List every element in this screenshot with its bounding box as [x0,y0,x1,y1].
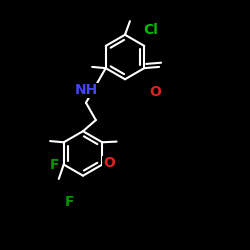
Text: O: O [150,84,162,98]
Text: F: F [65,195,74,209]
Text: NH: NH [74,84,98,98]
Text: O: O [103,156,115,170]
Text: Cl: Cl [144,23,158,37]
Text: F: F [50,158,59,172]
